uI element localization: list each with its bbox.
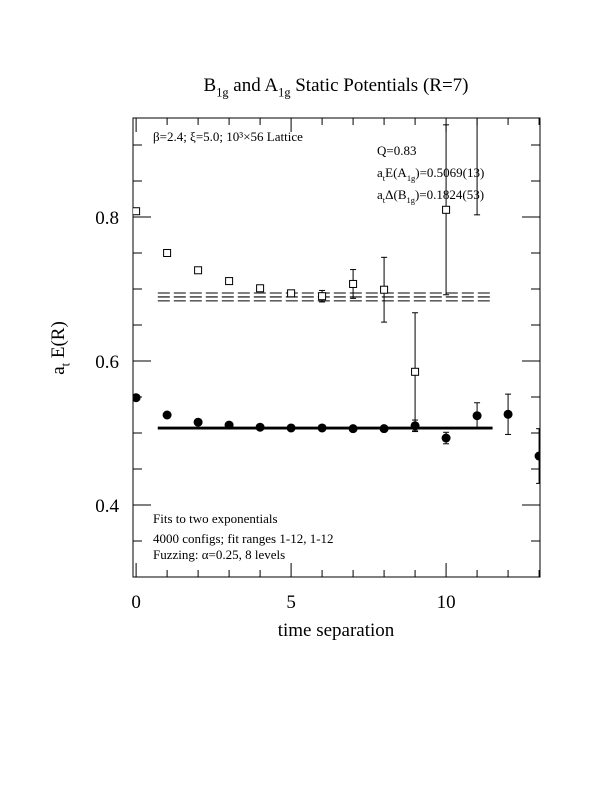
annotation: Fuzzing: α=0.25, 8 levels	[153, 547, 285, 562]
marker	[411, 367, 420, 376]
marker	[534, 451, 540, 461]
annotation: atΔ(B1g)=0.1824(53)	[377, 187, 484, 205]
annotation: atE(A1g)=0.5069(13)	[377, 165, 484, 183]
marker	[286, 423, 296, 433]
chart-title-part: and A	[229, 75, 279, 96]
y-axis-label-part: a	[48, 366, 69, 375]
annotation-subscript: t	[383, 195, 386, 205]
chart-title-part: B	[204, 75, 217, 96]
marker	[379, 424, 389, 434]
y-tick-label: 0.8	[95, 208, 119, 229]
annotation-part: )=0.1824(53)	[415, 187, 484, 202]
chart-title-part: Static Potentials (R=7)	[290, 75, 468, 96]
chart-title-subscript: 1g	[216, 86, 228, 100]
annotation: β=2.4; ξ=5.0; 10³×56 Lattice	[153, 129, 303, 144]
marker	[163, 249, 172, 257]
marker	[380, 285, 389, 294]
x-tick-label: 0	[131, 592, 141, 613]
chart-title-subscript: 1g	[278, 86, 290, 100]
x-tick-label: 5	[286, 592, 296, 613]
marker	[441, 433, 451, 443]
plot-frame	[132, 117, 541, 578]
annotation-part: a	[377, 187, 383, 202]
annotation-part: Fits to two exponentials	[153, 511, 278, 526]
annotation: Fits to two exponentials	[153, 511, 278, 526]
y-tick-label: 0.4	[95, 496, 119, 517]
marker	[224, 420, 234, 430]
x-axis-label: time separation	[278, 620, 395, 641]
y-axis-label-part: E(R)	[48, 321, 69, 363]
annotation-part: E(A	[385, 165, 407, 180]
annotation-subscript: t	[383, 173, 386, 183]
x-axis-label-part: time separation	[278, 620, 395, 641]
annotation: Q=0.83	[377, 143, 416, 158]
marker	[162, 410, 172, 420]
annotation-part: β=2.4; ξ=5.0; 10³×56 Lattice	[153, 129, 303, 144]
marker	[474, 98, 481, 105]
y-tick-label: 0.6	[95, 352, 119, 373]
annotation-part: )=0.5069(13)	[415, 165, 484, 180]
x-tick-label: 10	[437, 592, 456, 613]
annotation-subscript: 1g	[407, 195, 416, 205]
marker	[133, 207, 141, 216]
annotation-part: Q=0.83	[377, 143, 416, 158]
marker	[318, 292, 327, 301]
marker	[133, 393, 141, 403]
chart-title: B1g and A1g Static Potentials (R=7)	[204, 75, 469, 100]
marker	[503, 409, 513, 419]
marker	[472, 411, 482, 421]
marker	[225, 277, 234, 286]
marker	[193, 417, 203, 427]
y-axis-label: at E(R)	[48, 321, 73, 375]
marker	[410, 421, 420, 431]
marker	[255, 422, 265, 432]
annotation-part: Δ(B	[385, 187, 407, 202]
marker	[317, 423, 327, 433]
marker	[349, 279, 358, 288]
marker	[256, 284, 265, 293]
marker	[194, 266, 203, 275]
annotation: 4000 configs; fit ranges 1-12, 1-12	[153, 531, 334, 546]
annotation-subscript: 1g	[407, 173, 416, 183]
marker	[442, 205, 451, 214]
annotation-part: 4000 configs; fit ranges 1-12, 1-12	[153, 531, 334, 546]
annotation-part: a	[377, 165, 383, 180]
y-axis-label-subscript: t	[59, 362, 73, 366]
marker	[287, 289, 296, 298]
plot-area	[133, 98, 540, 484]
annotation-part: Fuzzing: α=0.25, 8 levels	[153, 547, 285, 562]
marker	[348, 424, 358, 434]
